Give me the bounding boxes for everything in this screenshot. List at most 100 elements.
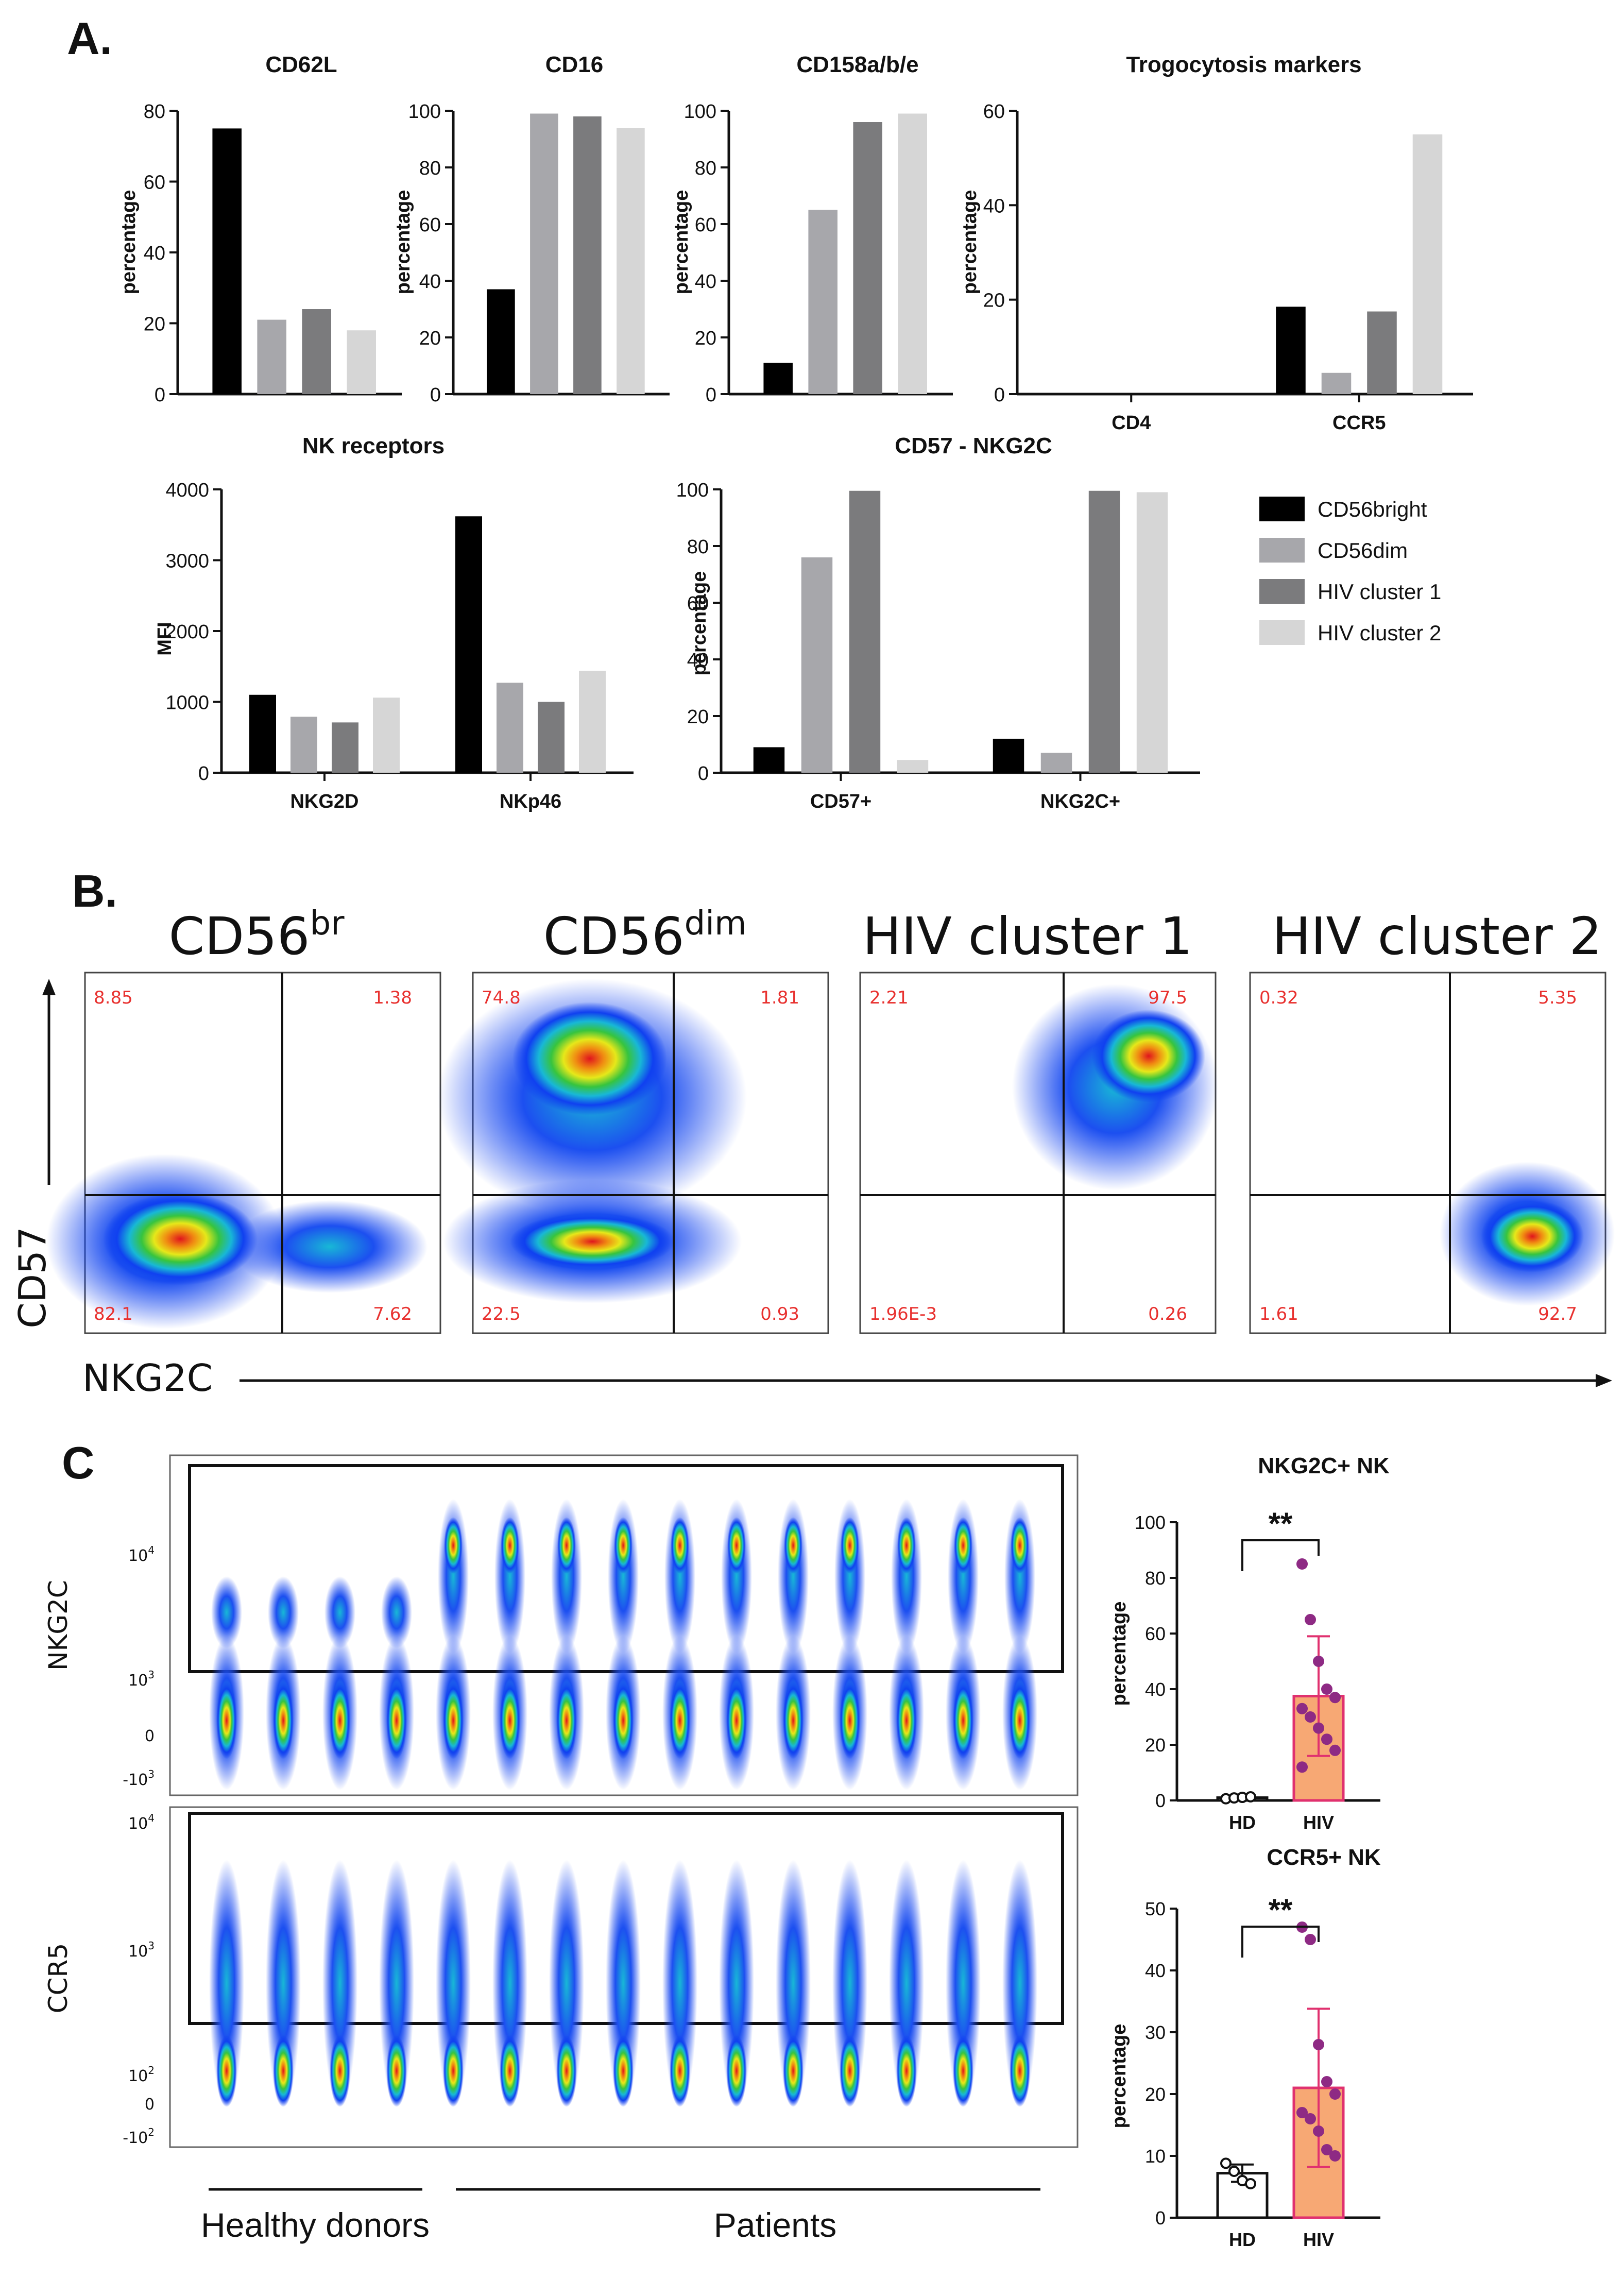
density-core	[840, 1682, 860, 1759]
density-column	[662, 1860, 697, 2107]
legend-swatch-cd56bright	[1259, 497, 1305, 521]
y-tick-label: 60	[1145, 1623, 1166, 1644]
panel-c-flow: NKG2C CCR5 104 103 0 -103 104 103 102 0 …	[43, 1454, 1079, 2244]
density-core	[727, 1517, 746, 1574]
data-point	[1228, 2166, 1240, 2177]
data-point	[1296, 1703, 1308, 1714]
y-axis-label: percentage	[1108, 2024, 1130, 2129]
bar	[249, 694, 276, 773]
density-core	[670, 1682, 690, 1759]
group-label-healthy-donors: Healthy donors	[201, 2206, 430, 2244]
bar	[849, 490, 881, 773]
y-tick-label: 20	[695, 328, 716, 349]
quadrant-ur: 5.35	[1538, 988, 1577, 1008]
bar	[373, 698, 400, 773]
density-column	[832, 1860, 867, 2107]
quadrant-ll: 22.5	[482, 1304, 521, 1324]
bar	[290, 717, 317, 773]
y-tick-label: 20	[687, 706, 709, 728]
legend: CD56bright CD56dim HIV cluster 1 HIV clu…	[1259, 497, 1441, 645]
x-tick-label: HIV	[1303, 1812, 1334, 1833]
data-point	[1329, 1692, 1341, 1704]
tick-label: 104	[128, 1812, 155, 1833]
data-point	[1305, 1711, 1316, 1723]
chart-ccr5-nk: CCR5+ NK percentage 0 10 20 30 40 50 HD HIV **	[1108, 1845, 1381, 2250]
quadrant-ul: 2.21	[869, 988, 909, 1008]
bar	[538, 702, 565, 773]
y-tick-label: 20	[144, 314, 165, 335]
chart-title: CD158a/b/e	[796, 52, 918, 77]
bar	[801, 557, 833, 773]
y-tick-label: 1000	[165, 692, 209, 714]
data-point	[1305, 1934, 1316, 1945]
density-core	[953, 1682, 973, 1759]
chart-title: CD57 - NKG2C	[895, 433, 1052, 458]
y-tick-label: 60	[419, 214, 441, 236]
data-point	[1321, 2076, 1332, 2087]
y-axis-label: percentage	[671, 190, 692, 295]
chart-title: NK receptors	[302, 433, 445, 458]
density-core	[1092, 1010, 1205, 1102]
density-core	[500, 1682, 520, 1759]
tick-label: 103	[128, 1669, 155, 1690]
density-core	[954, 1517, 972, 1574]
chart-title: NKG2C+ NK	[1258, 1453, 1390, 1478]
y-tick-label: 0	[155, 384, 165, 406]
y-tick-label: 60	[687, 593, 709, 615]
density-core	[783, 2035, 804, 2107]
y-tick-label: 80	[687, 536, 709, 558]
y-axis-label: percentage	[1108, 1602, 1130, 1706]
density-core	[841, 1517, 859, 1574]
data-point	[1305, 2113, 1316, 2124]
density-core	[386, 1682, 407, 1759]
density-core	[512, 1002, 667, 1115]
bar	[1276, 307, 1306, 394]
y-tick-label: 20	[983, 290, 1005, 312]
data-point	[1313, 2039, 1324, 2050]
density-column	[268, 1576, 299, 1648]
quadrant-lr: 92.7	[1538, 1304, 1577, 1324]
flow-plot-hiv-cluster-2: 0.32 5.35 1.61 92.7	[1249, 972, 1615, 1334]
significance-bracket	[1241, 1539, 1320, 1571]
data-point	[1220, 2157, 1232, 2169]
y-tick-label: 10	[1145, 2146, 1166, 2167]
density-core	[443, 2035, 464, 2107]
density-core	[726, 2035, 747, 2107]
density-column	[324, 1576, 355, 1648]
legend-label: HIV cluster 2	[1318, 621, 1441, 645]
chart-title: CCR5+ NK	[1267, 1845, 1380, 1870]
bar	[1088, 490, 1120, 773]
arrow-head-icon	[42, 979, 56, 995]
tick-label: -103	[123, 1768, 155, 1789]
density-core	[613, 2035, 634, 2107]
density-column	[381, 1576, 412, 1648]
y-tick-label: 0	[1155, 1790, 1166, 1811]
density-core	[510, 1213, 675, 1270]
density-core	[840, 2035, 860, 2107]
tick-label: 0	[145, 2096, 155, 2114]
quadrant-ll: 82.1	[94, 1304, 133, 1324]
quadrant-ur: 97.5	[1148, 988, 1187, 1008]
density-column	[492, 1860, 527, 2107]
quadrant-ll: 1.61	[1259, 1304, 1298, 1324]
tick-label: 103	[128, 1940, 155, 1961]
density-core	[216, 1682, 237, 1759]
bar	[993, 739, 1024, 773]
legend-label: CD56dim	[1318, 538, 1408, 563]
y-tick-label: 20	[1145, 1734, 1166, 1756]
chart-nkg2c-nk: NKG2C+ NK percentage 0 20 40 60 80 100 HD HIV **	[1108, 1453, 1390, 1833]
y-tick-label: 0	[430, 384, 441, 406]
density-core	[896, 2035, 917, 2107]
y-tick-label: 60	[695, 214, 716, 236]
density-core	[670, 2035, 690, 2107]
y-tick-label: 0	[1155, 2207, 1166, 2229]
data-point	[1313, 1722, 1324, 1734]
flow-plot-cd56dim: 74.8 1.81 22.5 0.93	[438, 972, 829, 1334]
density-core	[896, 1682, 917, 1759]
chart-cd158: CD158a/b/e percentage 0 20 40 60 80 100	[671, 52, 953, 406]
density-column	[606, 1860, 641, 2107]
y-tick-label: 40	[144, 243, 165, 264]
y-tick-label: 40	[983, 195, 1005, 217]
bar	[579, 671, 606, 773]
